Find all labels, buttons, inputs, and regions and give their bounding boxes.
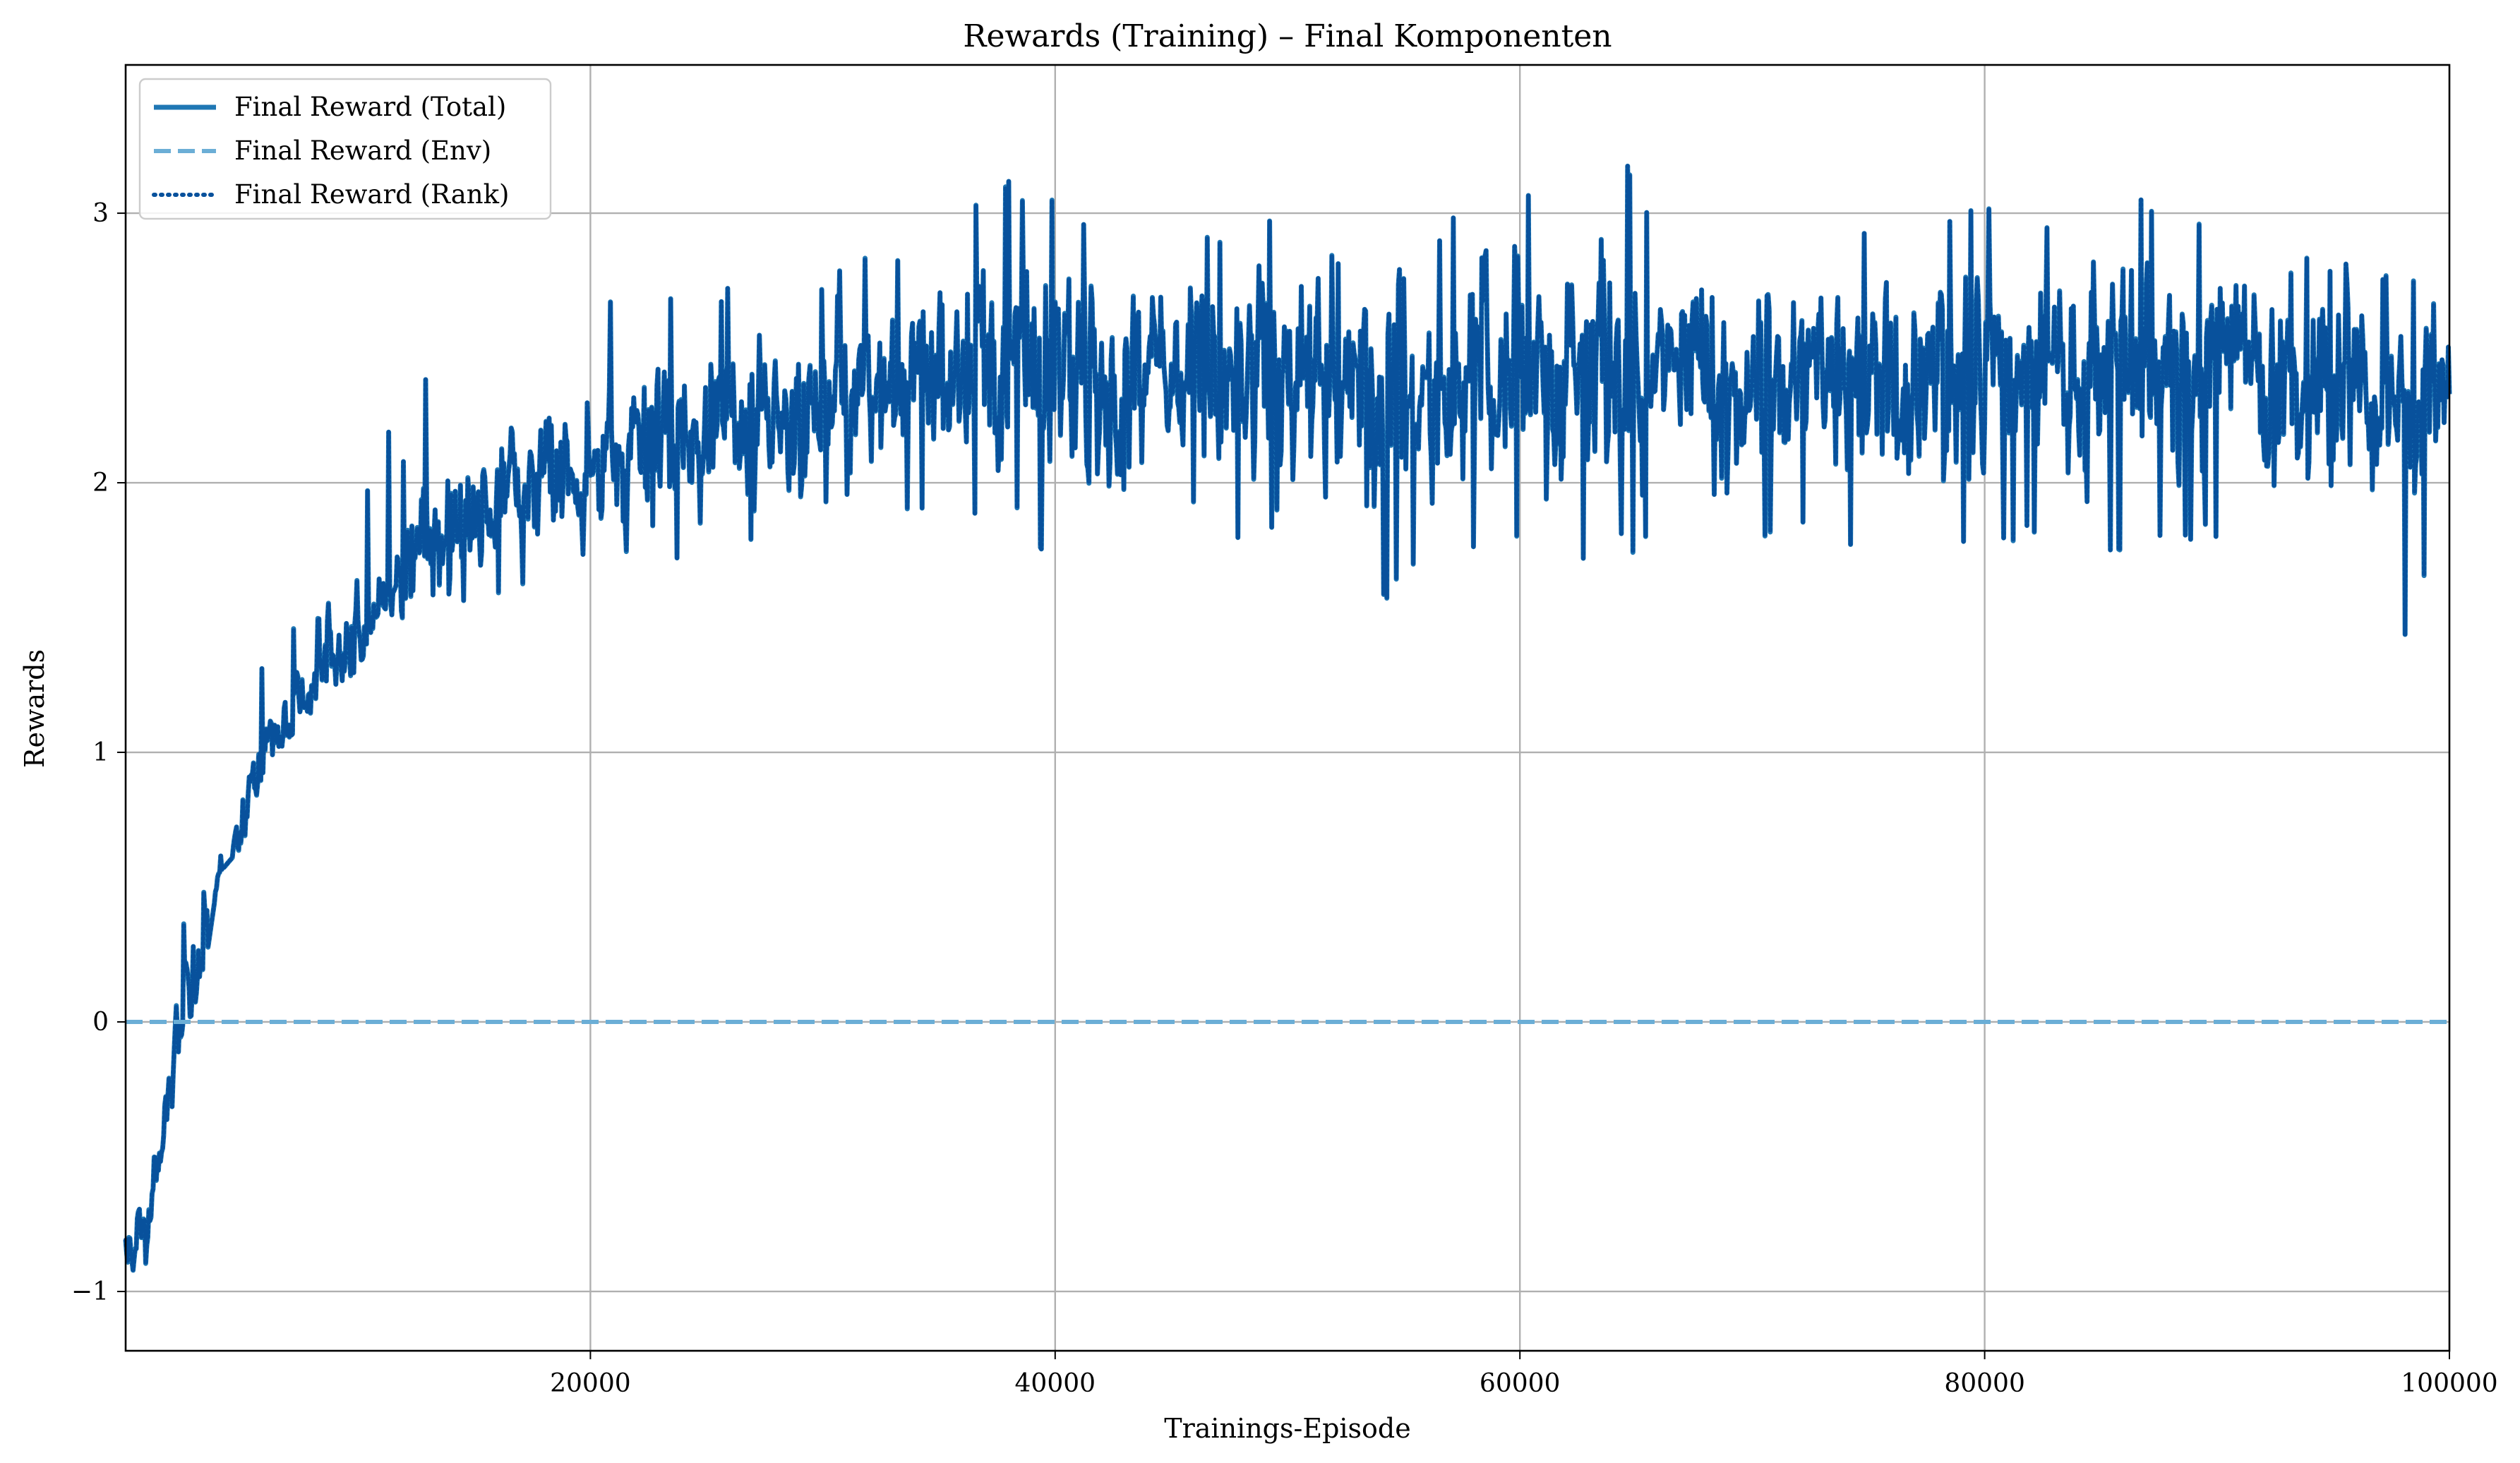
y-axis-label: Rewards [19, 649, 50, 768]
chart-title: Rewards (Training) – Final Komponenten [963, 18, 1612, 54]
y-tick-label: 3 [92, 199, 109, 228]
y-tick-label: −1 [71, 1277, 109, 1306]
legend-box [138, 78, 552, 220]
x-tick-label: 60000 [1480, 1369, 1561, 1398]
y-tick-label: 0 [92, 1008, 109, 1037]
x-axis-label: Trainings-Episode [1164, 1413, 1411, 1444]
x-tick-label: 40000 [1015, 1369, 1096, 1398]
legend-label-total: Final Reward (Total) [234, 92, 506, 122]
legend: Final Reward (Total) Final Reward (Env) … [138, 78, 552, 220]
y-tick-label: 1 [92, 738, 109, 767]
plot-frame [124, 64, 2451, 1352]
series-line-rank [124, 164, 2452, 1272]
y-tick-label: 2 [92, 469, 109, 498]
x-tick-label: 100000 [2401, 1369, 2497, 1398]
series-layer [123, 163, 2452, 1273]
legend-label-env: Final Reward (Env) [234, 136, 491, 166]
legend-label-rank: Final Reward (Rank) [234, 179, 510, 210]
x-tick-label: 20000 [550, 1369, 631, 1398]
axis-ticks: 20000 40000 60000 80000 100000 −1 0 1 2 3 [71, 199, 2498, 1398]
x-tick-label: 80000 [1944, 1369, 2025, 1398]
